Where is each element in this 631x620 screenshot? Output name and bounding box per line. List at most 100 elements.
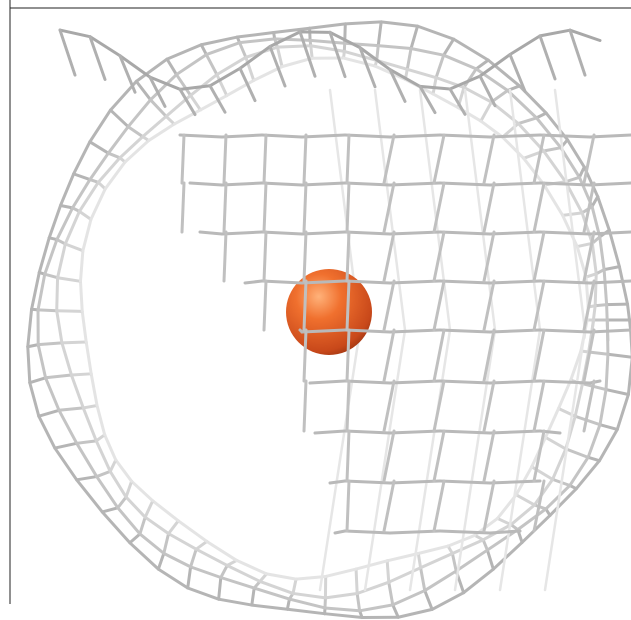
mesh-edge [189,565,223,579]
mesh-edge [204,53,219,77]
mesh-edge [162,532,171,555]
mesh-edge [238,66,257,103]
mesh-edge [423,569,458,593]
mesh-edge [598,235,606,272]
mesh-edge [208,66,242,88]
mesh-edge [57,406,85,412]
mesh-edge [588,230,631,236]
mesh-edge [258,572,268,583]
mesh-edge [473,533,485,542]
mesh-edge [308,22,347,30]
mesh-edge [522,156,546,187]
mesh-edge [167,532,198,551]
mesh-edge [345,479,351,533]
mesh-edge [36,308,59,313]
mesh-edge [343,328,392,334]
mesh-edge [219,563,229,579]
mesh-edge [60,341,73,377]
mesh-edge [222,230,228,283]
mesh-edge [388,181,442,187]
mesh-edge [268,44,287,88]
mesh-edge [564,447,590,459]
mesh-edge [189,547,198,569]
mesh-edge [44,373,73,380]
mesh-edge [604,388,630,397]
mesh-edge [532,230,546,283]
mesh-edge [482,379,496,433]
mesh-edge [302,279,308,332]
mesh-edge [488,279,542,285]
mesh-edge [309,44,346,53]
mesh-edge [94,439,112,473]
mesh-edge [37,236,51,274]
mesh-edge [488,328,542,334]
mesh-edge [409,47,446,57]
mesh-edge [250,586,256,607]
mesh-edge [538,328,592,334]
mesh-edge [28,376,48,385]
mesh-edge [590,195,600,209]
mesh-edge [114,458,134,483]
mesh-edge [432,230,446,283]
mesh-edge [313,429,347,435]
mesh-edge [463,88,497,332]
mesh-edge [488,133,542,139]
mesh-edge [580,211,594,245]
mesh-edge [260,279,304,285]
mesh-edge [509,503,536,527]
mesh-edge [220,181,264,187]
mesh-edge [542,183,565,217]
mesh-edge [498,328,542,592]
mesh-edge [156,567,190,590]
mesh-edge [438,133,492,139]
mesh-edge [405,47,413,71]
mesh-edge [532,479,546,533]
mesh-edge [354,559,389,571]
mesh-edge [385,552,420,563]
mesh-edge [358,46,377,89]
mesh-edge [345,379,351,433]
mesh-edge [345,279,351,332]
mesh-edge [47,203,63,240]
mesh-edge [568,28,587,77]
mesh-edge [345,429,351,483]
mesh-edge [450,552,458,573]
mesh-edge [485,548,495,571]
mesh-edge [174,53,208,77]
mesh-edge [280,56,314,69]
mesh-edge [416,552,423,570]
mesh-edge [544,435,568,451]
mesh-edge [489,88,510,104]
mesh-edge [343,479,392,485]
mesh-edge [568,28,602,42]
mesh-edge [488,230,542,236]
mesh-edge [419,566,427,593]
mesh-edge [542,146,563,153]
mesh-edge [355,592,362,613]
mesh-edge [345,230,351,283]
mesh-edge [604,352,610,392]
mesh-edge [388,529,442,535]
mesh-edge [432,279,446,332]
mesh-edge [416,24,456,41]
mesh-edge [186,565,193,590]
mesh-edge [387,566,423,584]
mesh-edge [103,433,118,462]
mesh-edge [564,175,581,184]
mesh-edge [300,279,347,285]
mesh-edge [180,181,186,234]
mesh-edge [438,181,492,187]
mesh-edge [355,580,391,596]
mesh-edge [391,589,427,607]
mesh-edge [162,551,193,569]
mesh-edge [300,133,347,139]
mesh-edge [474,67,510,92]
mesh-edge [89,187,107,221]
mesh-edge [308,38,347,45]
mesh-edge [405,67,438,80]
mesh-edge [71,178,92,210]
mesh-edge [116,495,128,510]
mesh-edge [479,119,505,139]
mesh-edge [431,92,460,110]
